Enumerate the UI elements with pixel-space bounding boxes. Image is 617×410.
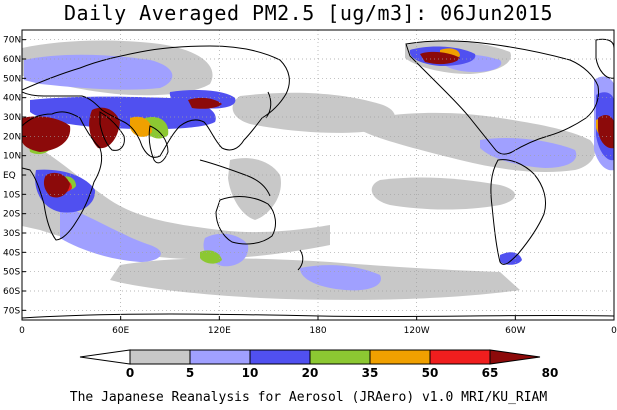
- lat-label: 70N: [3, 36, 21, 46]
- colorbar-swatch: [249, 349, 311, 365]
- antarctica-coast: [22, 313, 614, 319]
- colorbar: 0 5 10 20 35 50 65 80: [79, 349, 559, 380]
- band-80-plus: [22, 51, 614, 198]
- colorbar-label: 80: [542, 366, 559, 380]
- colorbar-swatch: [189, 349, 251, 365]
- lat-label: 30N: [3, 113, 21, 123]
- japan-coast: [265, 91, 272, 119]
- lon-label: 0: [19, 326, 25, 336]
- north-america-coast: [405, 40, 599, 155]
- latitude-labels: 70N 60N 50N 40N 30N 20N 10N EQ 10S 20S 30S 40S 50S 60…: [3, 36, 26, 316]
- lat-label: 40N: [3, 94, 21, 104]
- lat-label: 70S: [3, 306, 20, 316]
- lon-label: 60E: [112, 326, 129, 336]
- colorbar-label: 35: [362, 366, 379, 380]
- footer-credit: The Japanese Reanalysis for Aerosol (JRA…: [69, 390, 548, 405]
- lon-label: 120W: [404, 326, 430, 336]
- eurasia-coast: [22, 45, 290, 158]
- lon-label: 180: [309, 326, 326, 336]
- colorbar-label: 50: [422, 366, 439, 380]
- australia-coast: [215, 196, 276, 245]
- lat-label: 50S: [3, 268, 20, 278]
- colorbar-label: 10: [242, 366, 259, 380]
- lat-label: EQ: [3, 171, 16, 181]
- colorbar-label: 20: [302, 366, 319, 380]
- colorbar-label: 65: [482, 366, 499, 380]
- grid-lines: [22, 30, 614, 320]
- colorbar-swatch: [489, 349, 541, 365]
- lat-label: 20S: [3, 210, 20, 220]
- map-title: Daily Averaged PM2.5 [ug/m3]: 06Jun2015: [63, 1, 554, 25]
- seasia-coast: [199, 159, 271, 197]
- colorbar-swatch: [79, 349, 131, 365]
- greenland-coast: [595, 38, 614, 79]
- lon-label: 60W: [505, 326, 525, 336]
- lon-label: 120E: [208, 326, 231, 336]
- colorbar-label: 0: [126, 366, 134, 380]
- lat-label: 50N: [3, 74, 21, 84]
- arabia-coast: [99, 111, 125, 151]
- lat-label: 10S: [3, 190, 20, 200]
- lat-label: 20N: [3, 132, 21, 142]
- lat-label: 30S: [3, 229, 20, 239]
- lat-label: 60S: [3, 287, 20, 297]
- coastlines: [22, 38, 614, 319]
- lat-label: 10N: [3, 152, 21, 162]
- nz-coast: [297, 249, 304, 271]
- africa-coast: [22, 111, 103, 241]
- colorbar-swatch: [309, 349, 371, 365]
- south-america-coast: [490, 159, 547, 265]
- lon-label: 0: [611, 326, 617, 336]
- colorbar-swatch: [429, 349, 491, 365]
- colorbar-swatch: [369, 349, 431, 365]
- lat-label: 40S: [3, 248, 20, 258]
- lat-label: 60N: [3, 55, 21, 65]
- band-20-35: [30, 46, 614, 265]
- colorbar-swatch: [129, 349, 191, 365]
- colorbar-label: 5: [186, 366, 194, 380]
- longitude-labels: 0 60E 120E 180 120W 60W 0: [19, 316, 617, 336]
- pm25-field: [22, 40, 614, 300]
